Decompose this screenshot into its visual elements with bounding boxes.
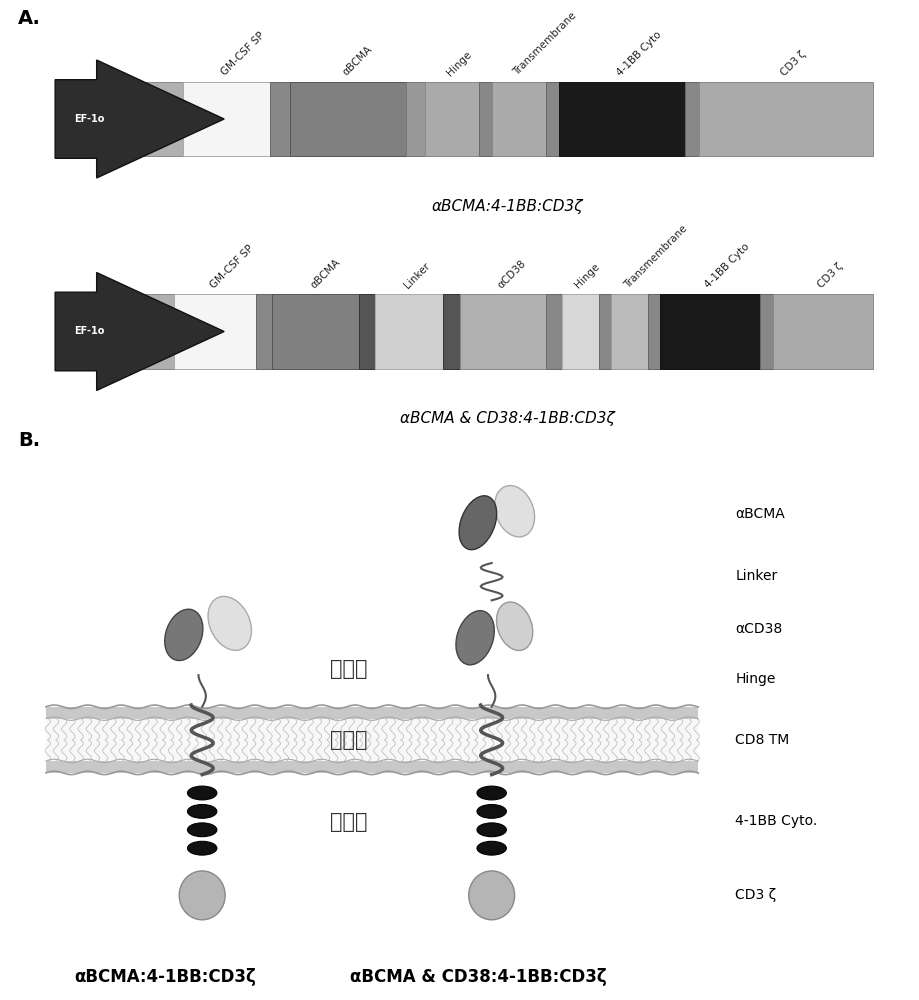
Text: 4-1BB Cyto.: 4-1BB Cyto. <box>735 814 817 828</box>
Text: αCD38: αCD38 <box>735 622 782 636</box>
Bar <box>773 294 873 369</box>
Ellipse shape <box>477 804 506 818</box>
Text: 细胞膜: 细胞膜 <box>331 730 368 750</box>
Bar <box>183 82 270 156</box>
Bar <box>358 294 375 369</box>
Text: Linker: Linker <box>735 569 777 583</box>
Text: GM-CSF SP: GM-CSF SP <box>208 243 255 290</box>
Bar <box>546 82 559 156</box>
Text: αBCMA:4-1BB:CD3ζ: αBCMA:4-1BB:CD3ζ <box>432 199 584 214</box>
Bar <box>270 82 289 156</box>
Bar <box>425 82 479 156</box>
Bar <box>256 294 272 369</box>
Text: CD3 ζ: CD3 ζ <box>816 261 845 290</box>
Bar <box>760 294 773 369</box>
Text: B.: B. <box>18 431 40 450</box>
Ellipse shape <box>460 496 496 550</box>
Text: αBCMA:4-1BB:CD3ζ: αBCMA:4-1BB:CD3ζ <box>74 968 256 986</box>
Bar <box>562 294 598 369</box>
Text: Hinge: Hinge <box>573 262 602 290</box>
Ellipse shape <box>187 823 217 837</box>
Bar <box>272 294 358 369</box>
Ellipse shape <box>187 786 217 800</box>
Bar <box>493 82 546 156</box>
Text: αBCMA: αBCMA <box>341 44 374 78</box>
Ellipse shape <box>477 823 506 837</box>
FancyBboxPatch shape <box>55 60 224 178</box>
Text: Hinge: Hinge <box>735 672 776 686</box>
Bar <box>142 294 175 369</box>
Bar <box>598 294 611 369</box>
Text: CD3 ζ: CD3 ζ <box>778 49 808 78</box>
FancyBboxPatch shape <box>55 273 224 390</box>
Bar <box>175 294 256 369</box>
Bar <box>460 294 546 369</box>
Text: αBCMA: αBCMA <box>735 507 785 521</box>
Ellipse shape <box>496 602 533 650</box>
Text: A.: A. <box>18 8 41 27</box>
Text: Transmembrane: Transmembrane <box>512 11 579 78</box>
Bar <box>685 82 698 156</box>
Text: αBCMA & CD38:4-1BB:CD3ζ: αBCMA & CD38:4-1BB:CD3ζ <box>401 411 615 426</box>
Bar <box>443 294 460 369</box>
Ellipse shape <box>477 841 506 855</box>
Ellipse shape <box>179 871 225 920</box>
Text: αCD38: αCD38 <box>495 258 528 290</box>
Text: αBCMA: αBCMA <box>309 257 342 290</box>
Bar <box>611 294 648 369</box>
Ellipse shape <box>494 486 535 537</box>
Bar <box>142 82 183 156</box>
Bar <box>289 82 406 156</box>
Text: αBCMA & CD38:4-1BB:CD3ζ: αBCMA & CD38:4-1BB:CD3ζ <box>349 968 607 986</box>
Bar <box>479 82 493 156</box>
Text: 细胞外: 细胞外 <box>331 659 368 679</box>
Text: GM-CSF SP: GM-CSF SP <box>220 30 267 78</box>
Bar <box>46 707 698 719</box>
Bar <box>546 294 562 369</box>
Ellipse shape <box>456 611 494 665</box>
Ellipse shape <box>208 596 252 650</box>
Bar <box>46 707 698 773</box>
Text: 细胞内: 细胞内 <box>331 812 368 832</box>
Ellipse shape <box>187 841 217 855</box>
Bar <box>375 294 443 369</box>
Text: EF-1o: EF-1o <box>74 326 105 336</box>
Bar <box>698 82 873 156</box>
Bar <box>661 294 760 369</box>
Text: CD8 TM: CD8 TM <box>735 733 789 747</box>
Ellipse shape <box>469 871 515 920</box>
Text: Transmembrane: Transmembrane <box>622 223 689 290</box>
Text: Hinge: Hinge <box>445 49 473 78</box>
Bar <box>559 82 685 156</box>
Text: CD3 ζ: CD3 ζ <box>735 888 777 902</box>
Ellipse shape <box>165 609 203 661</box>
Text: 4-1BB Cyto: 4-1BB Cyto <box>703 242 752 290</box>
Text: Linker: Linker <box>403 260 432 290</box>
Bar <box>648 294 661 369</box>
Text: 4-1BB Cyto: 4-1BB Cyto <box>615 29 664 78</box>
Ellipse shape <box>477 786 506 800</box>
Text: EF-1o: EF-1o <box>74 114 105 124</box>
Bar <box>46 761 698 773</box>
Bar <box>406 82 425 156</box>
Ellipse shape <box>187 804 217 818</box>
